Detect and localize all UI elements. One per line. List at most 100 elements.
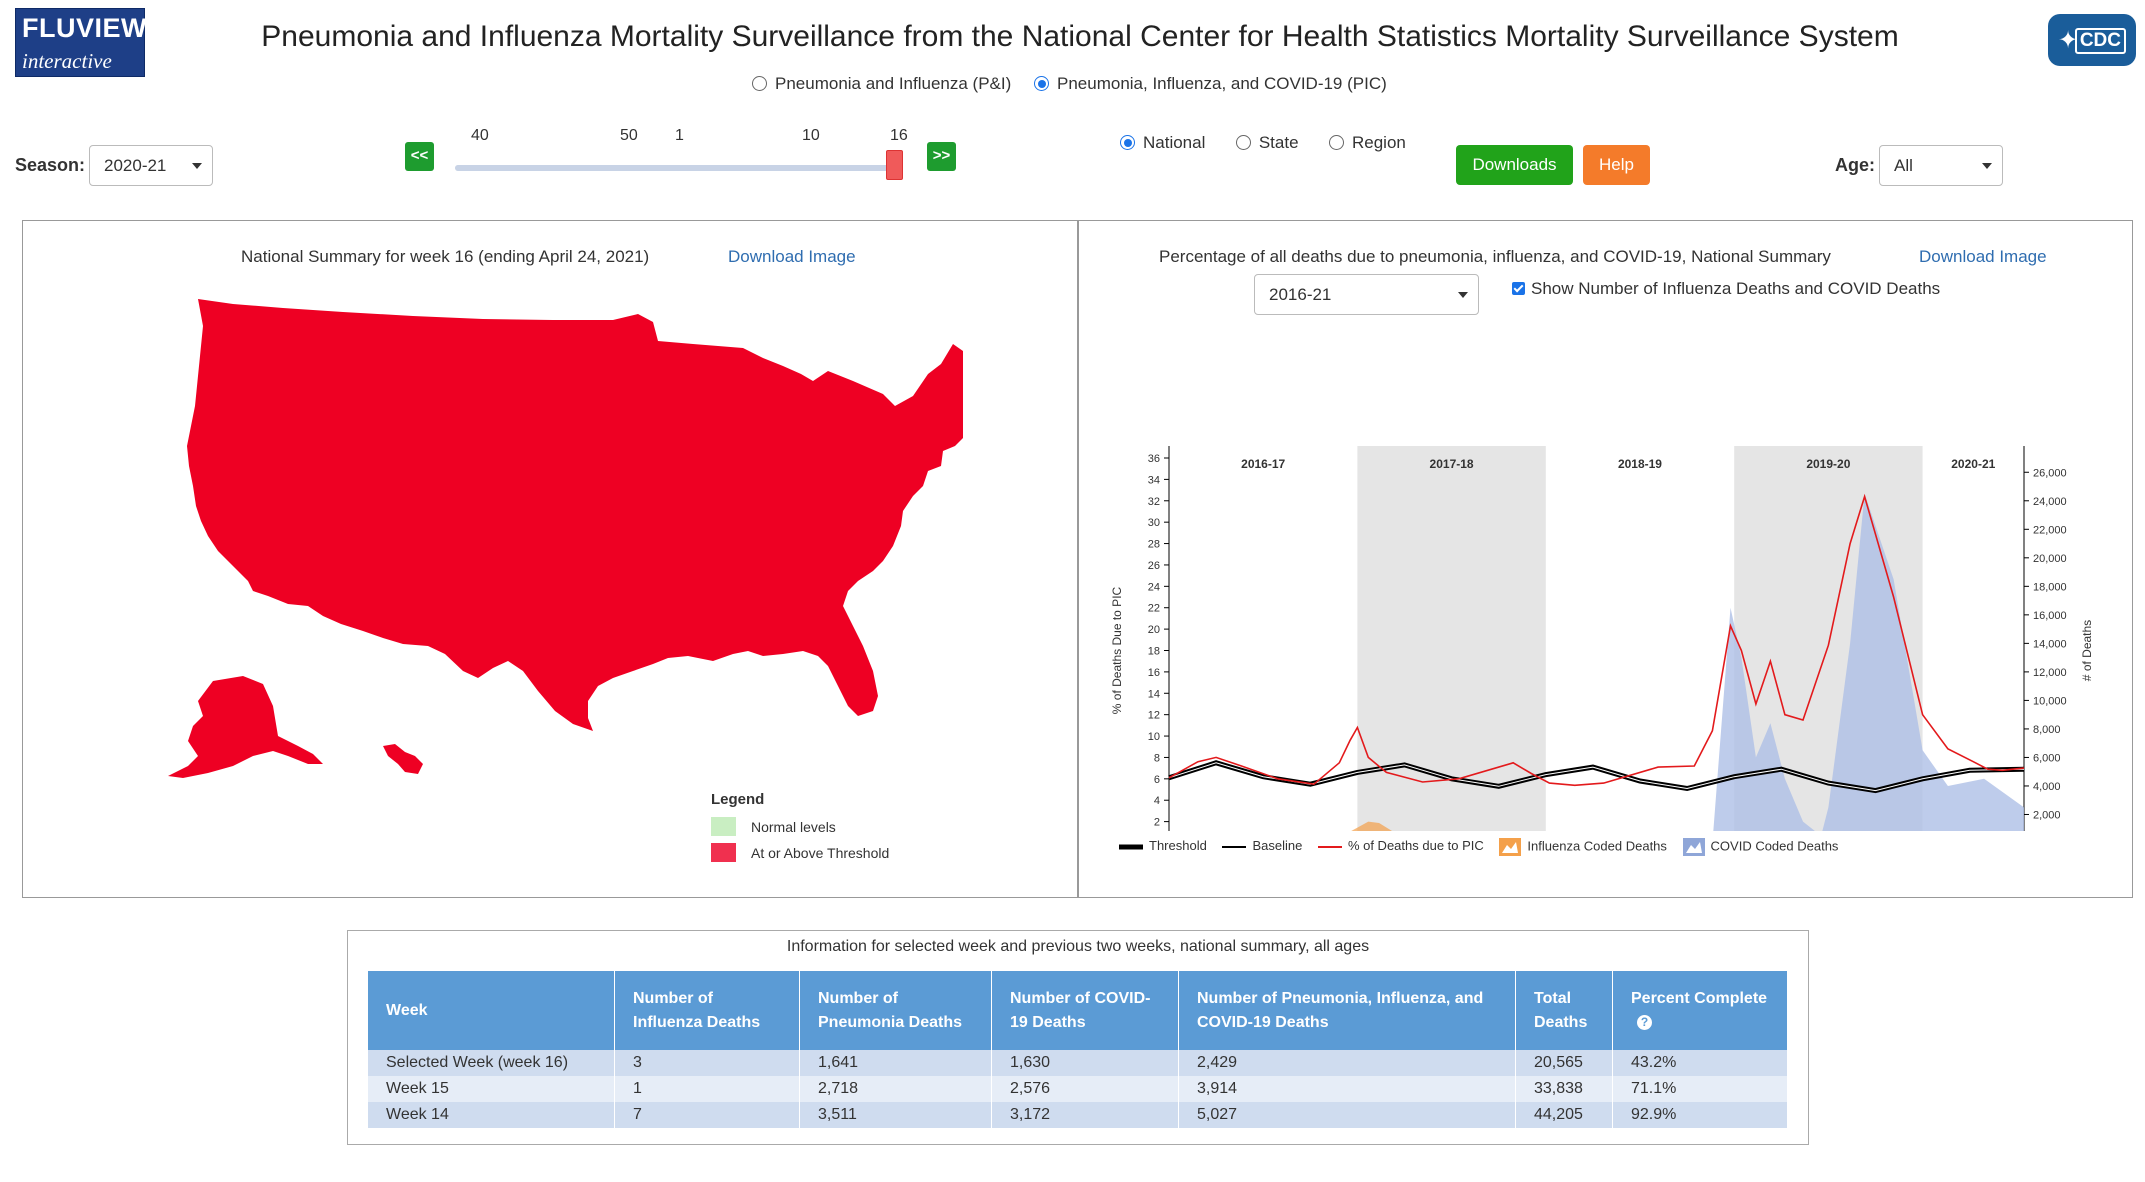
geo-option-label: National: [1143, 133, 1206, 152]
weekly-info-table: Week Number of Influenza Deaths Number o…: [368, 971, 1788, 1128]
area-chart-icon: [1499, 838, 1522, 856]
table-cell: Selected Week (week 16): [368, 1050, 615, 1076]
mode-option-pi[interactable]: Pneumonia and Influenza (P&I): [752, 74, 1011, 94]
pic-mortality-chart: 2016-172017-182018-192019-202020-2102468…: [1110, 446, 2094, 831]
cdc-logo-text: CDC: [2074, 28, 2126, 54]
week-slider-fill: [455, 165, 895, 171]
geo-option-label: Region: [1351, 133, 1406, 152]
y-tick-label-left: 10: [1148, 731, 1160, 743]
downloads-button[interactable]: Downloads: [1456, 145, 1573, 185]
pct-deaths-line: [1168, 493, 2025, 787]
week-slider-handle[interactable]: [886, 150, 903, 180]
column-header-label: Percent Complete: [1631, 989, 1768, 1007]
radio-selected-icon[interactable]: [1034, 76, 1049, 91]
show-counts-label: Show Number of Influenza Deaths and COVI…: [1531, 279, 1941, 298]
previous-week-button[interactable]: <<: [405, 142, 434, 171]
column-header[interactable]: Number of Pneumonia, Influenza, and COVI…: [1178, 971, 1516, 1050]
map-region-contiguous-us[interactable]: [187, 299, 963, 731]
table-cell: 2,429: [1178, 1050, 1516, 1076]
y-tick-label-left: 20: [1148, 624, 1160, 636]
y-tick-label-left: 14: [1148, 688, 1160, 700]
legend-label: Normal levels: [751, 819, 836, 835]
y-tick-label-left: 6: [1154, 774, 1160, 786]
y-tick-label-left: 8: [1154, 752, 1160, 764]
column-header-percent-complete[interactable]: Percent Complete?: [1612, 971, 1788, 1050]
help-button[interactable]: Help: [1583, 145, 1650, 185]
geo-option-region[interactable]: Region: [1328, 133, 1406, 153]
season-value: 2020-21: [104, 156, 167, 175]
table-header-row: Week Number of Influenza Deaths Number o…: [368, 971, 1788, 1050]
map-region-alaska[interactable]: [168, 676, 323, 778]
geography-radio-group: National State Region: [1120, 133, 1432, 153]
slider-tick-label: 10: [802, 127, 820, 144]
chart-title: Percentage of all deaths due to pneumoni…: [1159, 247, 1831, 266]
column-header[interactable]: Total Deaths: [1515, 971, 1613, 1050]
season-label: 2016-17: [1241, 457, 1285, 471]
chart-season-value: 2016-21: [1269, 285, 1332, 304]
weekly-info-table-panel: Information for selected week and previo…: [347, 930, 1809, 1145]
y-tick-label-right: 12,000: [2033, 667, 2067, 679]
geo-option-national[interactable]: National: [1120, 133, 1205, 153]
y-tick-label-right: 10,000: [2033, 695, 2067, 707]
baseline-line-icon: [1222, 846, 1247, 848]
geo-option-state[interactable]: State: [1235, 133, 1299, 153]
map-panel: National Summary for week 16 (ending Apr…: [22, 220, 1078, 898]
column-header[interactable]: Number of Influenza Deaths: [614, 971, 800, 1050]
age-select[interactable]: All: [1879, 145, 2003, 186]
logo-line1: FLUVIEW: [22, 13, 147, 43]
table-cell: 3,511: [799, 1102, 992, 1128]
age-label: Age:: [1835, 155, 1875, 175]
slider-tick-label: 50: [620, 127, 638, 144]
geo-option-label: State: [1258, 133, 1299, 152]
table-cell: 2,576: [991, 1076, 1179, 1102]
question-circle-icon[interactable]: ?: [1637, 1014, 1652, 1030]
radio-icon[interactable]: [1235, 135, 1251, 150]
table-caption: Information for selected week and previo…: [786, 938, 1370, 955]
map-legend: Legend Normal levels At or Above Thresho…: [711, 791, 889, 868]
season-select[interactable]: 2020-21: [89, 145, 213, 186]
y-tick-label-left: 36: [1148, 453, 1160, 465]
column-header[interactable]: Number of Pneumonia Deaths: [799, 971, 992, 1050]
us-map[interactable]: [83, 286, 963, 786]
pct-line-icon: [1317, 846, 1342, 848]
show-counts-checkbox[interactable]: Show Number of Influenza Deaths and COVI…: [1512, 279, 1940, 299]
next-week-button[interactable]: >>: [927, 142, 956, 171]
map-region-hawaii[interactable]: [383, 744, 423, 774]
season-label: 2019-20: [1806, 457, 1850, 471]
y-tick-label-left: 24: [1148, 581, 1160, 593]
legend-item-threshold: At or Above Threshold: [711, 842, 889, 868]
y-tick-label-left: 2: [1154, 817, 1160, 829]
page-title: Pneumonia and Influenza Mortality Survei…: [261, 20, 1899, 53]
table-cell: Week 14: [368, 1102, 615, 1128]
column-header[interactable]: Number of COVID-19 Deaths: [991, 971, 1179, 1050]
checkbox-checked-icon[interactable]: [1512, 282, 1525, 295]
logo-line2: interactive: [22, 49, 112, 73]
fluview-logo[interactable]: FLUVIEW interactive: [15, 8, 147, 77]
y-tick-label-left: 26: [1148, 560, 1160, 572]
y-tick-label-left: 22: [1148, 603, 1160, 615]
slider-tick-label: 40: [471, 127, 489, 144]
column-header[interactable]: Week: [368, 971, 615, 1050]
legend-title: Legend: [711, 791, 765, 808]
legend-item-baseline: Baseline: [1222, 838, 1302, 853]
map-download-image-link[interactable]: Download Image: [728, 247, 856, 266]
legend-swatch-normal: [711, 817, 736, 836]
legend-item-covid: COVID Coded Deaths: [1682, 838, 1838, 856]
legend-label: % of Deaths due to PIC: [1347, 838, 1484, 854]
cdc-logo[interactable]: ✦ CDC: [2048, 14, 2136, 66]
mode-option-pic[interactable]: Pneumonia, Influenza, and COVID-19 (PIC): [1034, 74, 1387, 94]
table-cell: 1,641: [799, 1050, 992, 1076]
table-cell: 1: [614, 1076, 800, 1102]
chart-download-image-link[interactable]: Download Image: [1919, 247, 2047, 266]
table-cell: 20,565: [1515, 1050, 1613, 1076]
radio-icon[interactable]: [1328, 135, 1344, 150]
y-axis-title-right: # of Deaths: [2080, 620, 2094, 681]
caret-down-icon: [1982, 162, 1992, 169]
table-cell: 3,172: [991, 1102, 1179, 1128]
legend-label: At or Above Threshold: [751, 845, 890, 861]
y-tick-label-right: 18,000: [2033, 581, 2067, 593]
radio-icon[interactable]: [752, 76, 767, 91]
radio-selected-icon[interactable]: [1120, 135, 1135, 150]
chart-season-select[interactable]: 2016-21: [1254, 274, 1479, 315]
season-label: Season:: [15, 155, 86, 175]
